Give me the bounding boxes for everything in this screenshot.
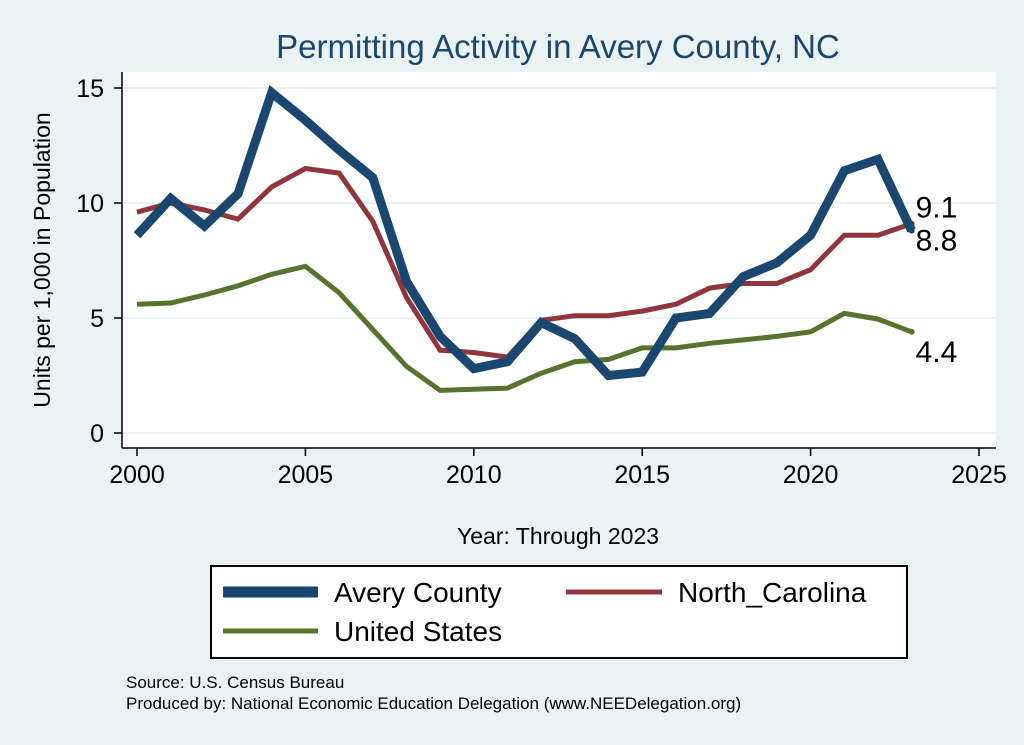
legend-box [210,565,908,659]
produced-by-note: Produced by: National Economic Education… [126,694,741,713]
series-lines [133,84,916,393]
series-line-avery-county [133,84,916,381]
x-axis-title: Year: Through 2023 [457,523,659,549]
x-tick-label: 2025 [951,461,1007,489]
x-tick-label: 2005 [278,461,334,489]
end-label: 4.4 [916,336,958,369]
legend-label: Avery County [334,577,502,608]
x-tick-label: 2010 [446,461,502,489]
series-end-point [908,328,915,335]
y-tick-label: 0 [90,420,104,448]
y-tick-label: 15 [76,75,104,103]
source-note: Source: U.S. Census Bureau [126,673,344,692]
series-end-point [908,227,915,234]
end-labels: 8.89.1 4.4 [916,192,958,369]
y-tick-label: 5 [90,305,104,333]
y-tick-label: 10 [76,190,104,218]
series-line-united-states [136,263,913,393]
end-label: 9.1 [916,192,958,225]
axes: 0 5 10 15 2000 2005 2010 2015 2020 2025 [76,72,1007,489]
x-tick-label: 2000 [109,461,165,489]
end-label: 8.8 [916,225,958,258]
y-axis-title: Units per 1,000 in Population [29,112,55,407]
chart-title: Permitting Activity in Avery County, NC [276,28,840,65]
x-tick-label: 2020 [783,461,839,489]
legend-label: North_Carolina [678,577,867,608]
legend: Avery County North_Carolina United States [223,577,867,647]
plot-area [122,72,996,448]
gridlines [122,87,996,434]
x-tick-label: 2015 [614,461,670,489]
legend-label: United States [334,616,502,647]
